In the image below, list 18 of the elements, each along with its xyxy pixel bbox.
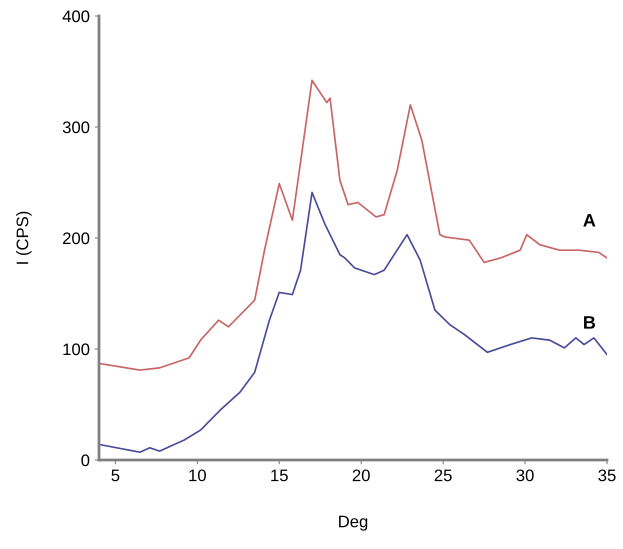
x-tick-label: 5 bbox=[111, 470, 120, 482]
line-series bbox=[99, 192, 607, 454]
y-tick-label: 400 bbox=[62, 10, 90, 22]
y-tick-label: 100 bbox=[63, 343, 90, 356]
y-tick-label: 200 bbox=[63, 232, 90, 244]
series-label: B bbox=[584, 316, 596, 329]
y-tick-label: 300 bbox=[62, 121, 90, 134]
y-axis-title: I (CPS) bbox=[16, 212, 32, 264]
x-tick-label: 10 bbox=[189, 469, 206, 482]
series-label: A bbox=[583, 214, 596, 227]
x-tick-label: 35 bbox=[598, 469, 616, 482]
y-tick-label: 0 bbox=[81, 454, 90, 466]
x-axis-title: Deg bbox=[339, 516, 368, 531]
x-tick-label: 25 bbox=[434, 469, 452, 482]
x-tick-label: 20 bbox=[352, 469, 370, 482]
x-tick-label: 15 bbox=[271, 470, 288, 482]
line-series bbox=[99, 80, 607, 371]
x-tick-label: 30 bbox=[516, 469, 534, 482]
